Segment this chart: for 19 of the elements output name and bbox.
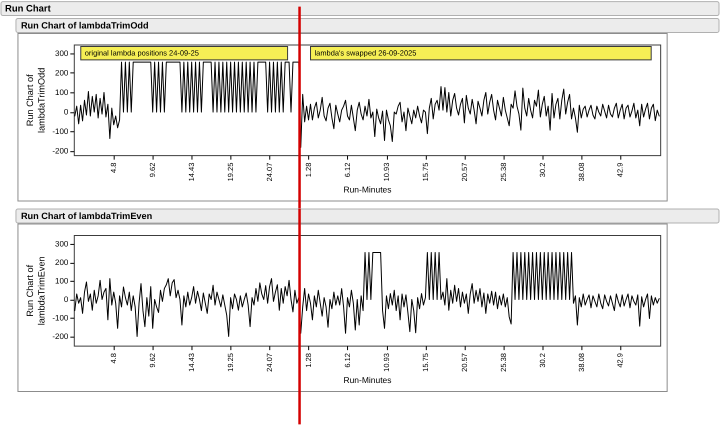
x-axis-title: Run-Minutes bbox=[343, 184, 392, 194]
y-tick-label: 300 bbox=[55, 48, 69, 58]
x-axis-title: Run-Minutes bbox=[343, 374, 392, 385]
chart-title: Run Chart of lambdaTrimEven bbox=[20, 210, 153, 221]
y-tick-label: 0 bbox=[64, 295, 69, 304]
y-tick-label: 100 bbox=[55, 276, 69, 286]
chart-subtitle: Run Chart of lambdaTrimOdd bbox=[20, 20, 149, 31]
y-tick-label: 300 bbox=[55, 240, 69, 249]
chart-title: Run Chart bbox=[4, 4, 52, 15]
y-tick-label: -100 bbox=[52, 313, 69, 322]
y-tick-label: -200 bbox=[52, 146, 69, 156]
y-tick-label: 200 bbox=[55, 68, 69, 78]
y-tick-label: -100 bbox=[52, 127, 69, 136]
y-tick-label: -200 bbox=[52, 332, 69, 341]
y-axis-title: Run Chart of lambdaTrimOdd bbox=[25, 68, 46, 133]
y-tick-label: 0 bbox=[64, 108, 69, 117]
y-axis-title: Run Chart of lambdaTrimEven bbox=[25, 256, 46, 326]
y-tick-label: 200 bbox=[55, 258, 69, 268]
y-tick-label: 100 bbox=[55, 88, 69, 97]
